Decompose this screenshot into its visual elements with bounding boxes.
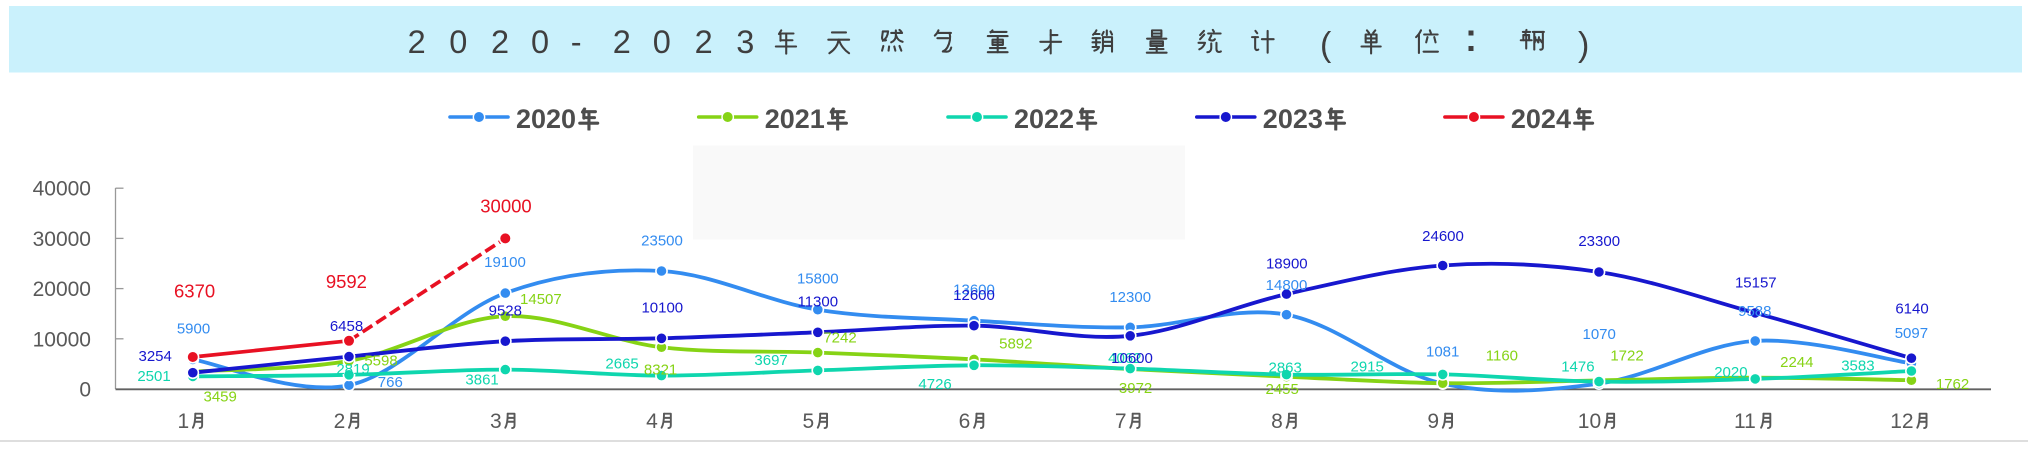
svg-text:2023: 2023 [1263, 104, 1323, 134]
svg-text:12: 12 [1890, 410, 1913, 433]
svg-text:9528: 9528 [489, 302, 522, 319]
svg-text:5900: 5900 [177, 321, 210, 338]
svg-text:24600: 24600 [1422, 228, 1464, 245]
svg-text:10000: 10000 [33, 328, 91, 351]
svg-text:1081: 1081 [1426, 343, 1459, 360]
svg-text:4726: 4726 [918, 376, 951, 393]
svg-text:2020: 2020 [516, 104, 576, 134]
svg-text:3: 3 [490, 410, 502, 433]
svg-text:2: 2 [334, 410, 346, 433]
svg-text:10100: 10100 [641, 300, 683, 317]
svg-text:0: 0 [653, 24, 671, 60]
svg-text:12600: 12600 [953, 287, 995, 304]
svg-text:0: 0 [531, 24, 549, 60]
svg-text:11: 11 [1734, 410, 1756, 433]
svg-text:2022: 2022 [1014, 104, 1074, 134]
svg-text:14800: 14800 [1266, 277, 1308, 294]
svg-text:19100: 19100 [484, 254, 526, 271]
svg-text:5: 5 [802, 410, 814, 433]
svg-text:6140: 6140 [1895, 301, 1928, 318]
svg-text:9592: 9592 [326, 271, 367, 292]
svg-text:9: 9 [1427, 410, 1439, 433]
svg-text:2020: 2020 [1714, 364, 1747, 381]
svg-text:30000: 30000 [33, 228, 91, 251]
svg-text:3459: 3459 [204, 389, 237, 406]
svg-text:2: 2 [695, 24, 713, 60]
svg-text:5097: 5097 [1895, 325, 1928, 342]
svg-text:2244: 2244 [1780, 354, 1813, 371]
svg-text:23500: 23500 [641, 232, 683, 249]
svg-text:40000: 40000 [33, 178, 91, 201]
svg-text:3697: 3697 [754, 352, 787, 369]
svg-text:7: 7 [1115, 410, 1127, 433]
svg-text:2915: 2915 [1351, 359, 1384, 376]
svg-text:3: 3 [736, 24, 754, 60]
svg-text:9588: 9588 [1738, 303, 1771, 320]
svg-text:1476: 1476 [1561, 359, 1594, 376]
svg-text:13600: 13600 [953, 282, 995, 299]
svg-text:(: ( [1320, 26, 1332, 64]
svg-text:5892: 5892 [999, 336, 1032, 353]
svg-text:11300: 11300 [797, 294, 838, 311]
svg-text:2665: 2665 [605, 355, 638, 372]
svg-text:6370: 6370 [174, 281, 215, 302]
svg-text:0: 0 [79, 379, 91, 402]
svg-text:2455: 2455 [1266, 381, 1299, 398]
svg-text:2021: 2021 [765, 104, 825, 134]
svg-text:2819: 2819 [336, 361, 369, 378]
svg-text:1762: 1762 [1936, 376, 1969, 393]
svg-text:1160: 1160 [1486, 348, 1518, 365]
svg-text:1070: 1070 [1583, 326, 1616, 343]
svg-text:14507: 14507 [520, 291, 562, 308]
svg-text:3583: 3583 [1841, 357, 1874, 374]
svg-text:10: 10 [1578, 410, 1601, 433]
svg-text:5598: 5598 [364, 353, 397, 370]
svg-text:23300: 23300 [1578, 233, 1620, 250]
svg-text:15157: 15157 [1735, 274, 1777, 291]
svg-text:20000: 20000 [33, 278, 91, 301]
svg-text:2863: 2863 [1269, 360, 1302, 377]
svg-text:10600: 10600 [1111, 350, 1153, 367]
svg-text:3254: 3254 [139, 348, 172, 365]
svg-text:30000: 30000 [480, 196, 531, 217]
svg-text:1: 1 [177, 410, 189, 433]
svg-text:3972: 3972 [1119, 380, 1152, 397]
svg-text:4062: 4062 [1108, 350, 1141, 367]
svg-text:1722: 1722 [1610, 348, 1643, 365]
svg-text:12300: 12300 [1109, 289, 1151, 306]
svg-text:2024: 2024 [1511, 104, 1571, 134]
svg-text:-: - [571, 24, 582, 60]
svg-text:7242: 7242 [823, 330, 856, 347]
svg-text:18900: 18900 [1266, 255, 1308, 272]
svg-text:2: 2 [613, 24, 631, 60]
svg-text:2: 2 [408, 24, 426, 60]
svg-text:6: 6 [959, 410, 971, 433]
svg-text:2: 2 [491, 24, 509, 60]
svg-text:8321: 8321 [644, 362, 677, 379]
svg-text:): ) [1578, 26, 1589, 64]
svg-text:0: 0 [449, 24, 467, 60]
svg-text:6458: 6458 [330, 318, 363, 335]
svg-text:4: 4 [646, 410, 658, 433]
svg-text:8: 8 [1271, 410, 1283, 433]
svg-text:766: 766 [378, 374, 403, 391]
svg-text:3861: 3861 [465, 372, 498, 389]
svg-text:15800: 15800 [797, 271, 839, 288]
svg-text:2501: 2501 [137, 368, 170, 385]
